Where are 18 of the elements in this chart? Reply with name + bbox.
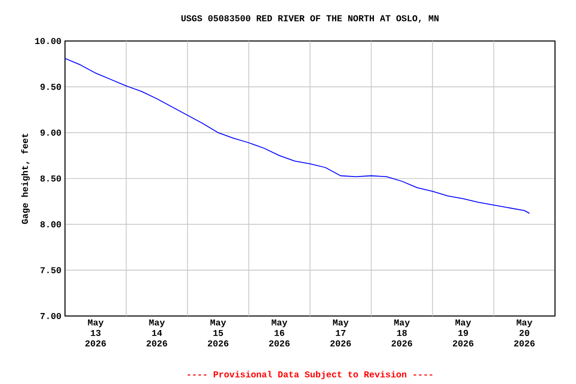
x-tick-label: May 15 2026 bbox=[208, 320, 228, 346]
y-tick-label: 8.50 bbox=[40, 175, 61, 182]
x-tick-label: May 17 2026 bbox=[330, 320, 351, 346]
y-axis-title: Gage height, feet bbox=[21, 134, 30, 224]
x-tick-label: May 18 2026 bbox=[392, 320, 412, 346]
x-tick-label: May 19 2026 bbox=[452, 320, 474, 346]
text: ---- Provisional Data Subject to Revision ---- bbox=[188, 370, 432, 380]
y-tick-label: 10.00 bbox=[35, 38, 61, 44]
y-tick-label: 7.50 bbox=[40, 267, 61, 274]
chart-title: USGS 05083500 RED RIVER OF THE NORTH AT OSLO, MN bbox=[181, 15, 439, 23]
x-tick-label: May 16 2026 bbox=[269, 320, 290, 346]
x-tick-label: May 20 2026 bbox=[514, 320, 535, 346]
y-tick-label: 9.00 bbox=[40, 130, 61, 136]
x-tick-label: May 14 2026 bbox=[146, 320, 168, 346]
y-tick-label: 8.00 bbox=[40, 221, 61, 228]
y-tick-label: 7.00 bbox=[40, 312, 61, 320]
y-tick-label: 9.50 bbox=[40, 84, 61, 90]
x-tick-label: May 13 2026 bbox=[85, 320, 106, 346]
